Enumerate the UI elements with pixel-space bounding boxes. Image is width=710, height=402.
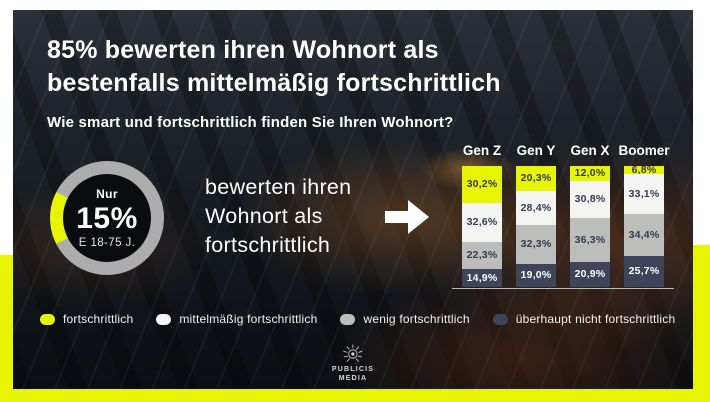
bar-segment: 30,2%: [462, 166, 502, 203]
legend-item: überhaupt nicht fortschrittlich: [492, 312, 676, 326]
legend-item: fortschrittlich: [40, 312, 133, 326]
bar-segment: 36,3%: [570, 217, 610, 262]
bar-segment: 14,9%: [462, 268, 502, 287]
bar-segment: 32,3%: [516, 224, 556, 264]
stacked-bar: 12,0% 30,8% 36,3% 20,9%: [570, 166, 610, 287]
bar-header: Gen Z: [462, 143, 502, 158]
legend-swatch-icon: [492, 313, 508, 325]
infographic-card: 85% bewerten ihren Wohnort als bestenfal…: [13, 10, 693, 389]
stacked-bar: 30,2% 32,6% 22,3% 14,9%: [462, 166, 502, 287]
bar-segment: 20,9%: [570, 261, 610, 287]
donut-label-top: Nur: [96, 187, 118, 201]
lion-crest-icon: [343, 344, 363, 362]
logo-line-2: MEDIA: [338, 374, 368, 382]
bar-column-gen-z: Gen Z 30,2% 32,6% 22,3% 14,9%: [462, 143, 502, 287]
legend-label: mittelmäßig fortschrittlich: [179, 312, 318, 326]
bar-segment: 20,3%: [516, 166, 556, 191]
accent-bar-bottom: [0, 389, 710, 402]
bar-segment: 12,0%: [570, 166, 610, 181]
accent-bar-left: [0, 255, 13, 402]
bar-segment: 22,3%: [462, 241, 502, 269]
legend-label: wenig fortschrittlich: [363, 312, 470, 326]
legend-label: überhaupt nicht fortschrittlich: [515, 312, 676, 326]
stacked-bar: 6,8% 33,1% 34,4% 25,7%: [624, 164, 664, 287]
legend-swatch-icon: [340, 313, 356, 325]
bar-segment: 6,8%: [624, 164, 664, 176]
bar-segment: 30,8%: [570, 180, 610, 218]
page-title: 85% bewerten ihren Wohnort als bestenfal…: [47, 34, 501, 100]
arrow-right-icon: [385, 200, 429, 234]
bar-header: Boomer: [618, 143, 670, 158]
bar-segment: 25,7%: [624, 255, 664, 287]
legend-item: wenig fortschrittlich: [340, 312, 470, 326]
bar-column-gen-y: Gen Y 20,3% 28,4% 32,3% 19,0%: [516, 143, 556, 287]
stacked-bar: 20,3% 28,4% 32,3% 19,0%: [516, 166, 556, 287]
bar-column-boomer: Boomer 6,8% 33,1% 34,4% 25,7%: [619, 143, 670, 287]
bar-segment: 32,6%: [462, 202, 502, 242]
donut-label-bottom: E 18-75 J.: [78, 237, 136, 249]
logo-line-1: PUBLICIS: [331, 366, 375, 373]
bar-segment: 28,4%: [516, 190, 556, 225]
donut-chart: Nur 15% E 18-75 J.: [50, 161, 164, 275]
publicis-media-logo: PUBLICIS MEDIA: [332, 344, 374, 383]
legend-swatch-icon: [156, 313, 172, 325]
callout-text: bewerten ihren Wohnort als fortschrittli…: [205, 175, 352, 257]
accent-bar-right: [693, 245, 710, 402]
title-line-1: 85% bewerten ihren Wohnort als: [47, 36, 439, 64]
bar-column-gen-x: Gen X 12,0% 30,8% 36,3% 20,9%: [570, 143, 610, 287]
chart-legend: fortschrittlich mittelmäßig fortschrittli…: [40, 312, 675, 326]
donut-value: 15%: [76, 202, 138, 235]
bar-segment: 34,4%: [624, 214, 664, 256]
bar-header: Gen Y: [516, 143, 556, 158]
legend-label: fortschrittlich: [63, 312, 134, 326]
legend-item: mittelmäßig fortschrittlich: [156, 312, 317, 326]
survey-question: Wie smart und fortschrittlich finden Sie…: [47, 114, 454, 131]
donut-center: Nur 15% E 18-75 J.: [63, 174, 151, 262]
stacked-bar-chart: Gen Z 30,2% 32,6% 22,3% 14,9% Gen Y 20,3% 28,4%…: [462, 143, 670, 287]
bar-segment: 33,1%: [624, 174, 664, 215]
bar-segment: 19,0%: [516, 264, 556, 287]
bar-header: Gen X: [570, 143, 610, 158]
title-line-2: bestenfalls mittelmäßig fortschrittlich: [47, 69, 501, 97]
legend-swatch-icon: [40, 313, 55, 325]
chart-baseline: [452, 288, 674, 289]
